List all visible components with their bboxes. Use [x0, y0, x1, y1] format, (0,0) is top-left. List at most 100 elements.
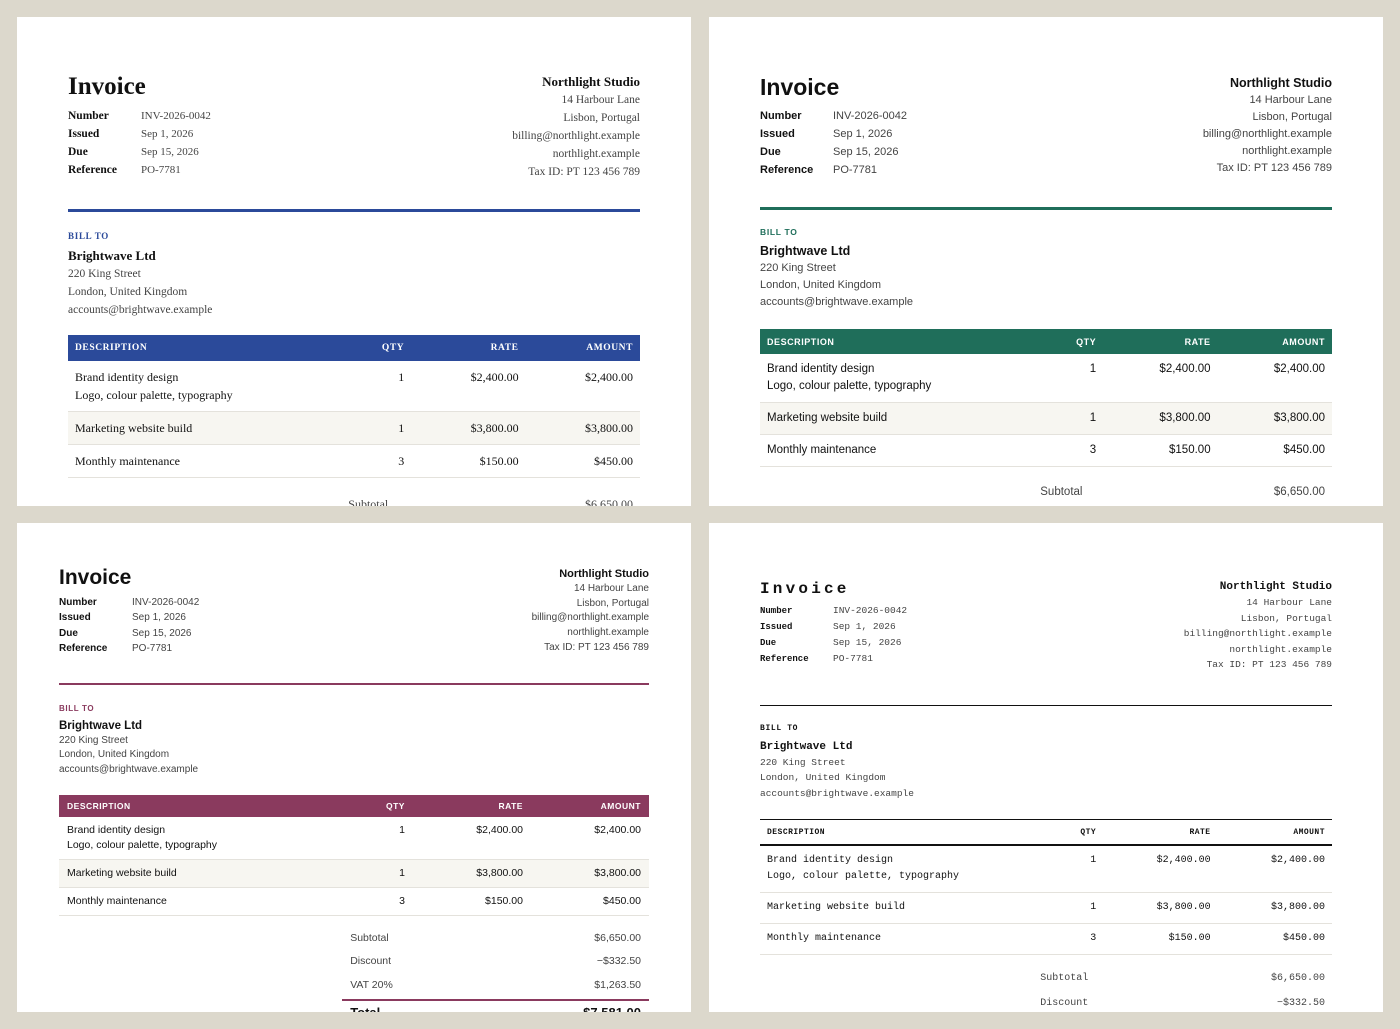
item-detail: Logo, colour palette, typography	[67, 838, 218, 851]
item-name: Brand identity design	[67, 823, 166, 836]
item-rate: $2,400.00	[1103, 354, 1218, 403]
bill-to-name: Brightwave Ltd	[760, 244, 851, 258]
item-description: Marketing website build	[760, 892, 1047, 924]
item-qty: 1	[354, 411, 412, 445]
bill-to-name: Brightwave Ltd	[68, 248, 156, 263]
total-label: Discount	[1040, 505, 1085, 506]
item-row: Marketing website build 1 $3,800.00 $3,800.…	[760, 402, 1332, 435]
item-amount: $450.00	[531, 887, 649, 916]
total-label: Subtotal	[348, 497, 389, 506]
item-rate: $3,800.00	[413, 859, 531, 888]
bill-to-line: accounts@brightwave.example	[760, 296, 914, 308]
items-table: DESCRIPTION QTY RATE AMOUNT Brand identity d…	[760, 329, 1332, 467]
meta: Number INV-2026-0042 Issued Sep 1, 2026 Due S…	[760, 603, 907, 667]
item-amount: $3,800.00	[1217, 402, 1332, 435]
item-name: Brand identity design	[75, 370, 179, 384]
item-description: Monthly maintenance	[760, 923, 1047, 955]
total-value: $6,650.00	[585, 497, 633, 506]
items-table: DESCRIPTION QTY RATE AMOUNT Brand identity d…	[760, 819, 1332, 955]
total-label: Subtotal	[350, 931, 389, 944]
bill-to-line: London, United Kingdom	[59, 749, 170, 761]
column-header: QTY	[354, 335, 412, 361]
bill-to-line: 220 King Street	[760, 756, 846, 768]
items-table: DESCRIPTION QTY RATE AMOUNT Brand identity d…	[68, 335, 640, 478]
bill-to-line: London, United Kingdom	[68, 286, 188, 298]
item-detail: Logo, colour palette, typography	[767, 380, 932, 392]
item-qty: 3	[354, 887, 413, 916]
column-header: DESCRIPTION	[760, 329, 1047, 354]
item-qty: 1	[354, 361, 412, 412]
total-label: Discount	[1040, 997, 1089, 1009]
seller-line: Lisbon, Portugal	[1240, 612, 1332, 624]
invoice-title: Invoice	[760, 74, 840, 100]
meta-label: Number	[760, 110, 802, 122]
item-name: Marketing website build	[67, 866, 177, 879]
item-row: Monthly maintenance 3 $150.00 $450.00	[760, 923, 1332, 955]
item-amount: $3,800.00	[531, 859, 649, 888]
column-header: AMOUNT	[1217, 329, 1332, 354]
bill-to-lines: 220 King Street London, United Kingdom acc…	[59, 734, 649, 778]
item-amount: $2,400.00	[1217, 845, 1332, 893]
column-header: QTY	[1046, 329, 1104, 354]
item-qty: 1	[1046, 845, 1104, 893]
header: Invoice Number INV-2026-0042 Issued Sep 1, 2…	[68, 73, 640, 197]
total-value: $1,263.50	[594, 978, 641, 991]
bill-to-label: BILL TO	[760, 227, 798, 237]
bill-to-line: London, United Kingdom	[760, 772, 886, 783]
meta-value: PO-7781	[132, 642, 173, 654]
total-value: −$332.50	[1276, 997, 1325, 1009]
divider	[760, 207, 1332, 210]
meta-label: Due	[68, 146, 88, 158]
items-table: DESCRIPTION QTY RATE AMOUNT Brand identity d…	[59, 794, 649, 916]
item-amount: $2,400.00	[525, 361, 640, 412]
seller-line: Tax ID: PT 123 456 789	[1206, 659, 1332, 670]
meta-value: Sep 15, 2026	[141, 146, 199, 158]
meta-value: Sep 1, 2026	[141, 128, 194, 140]
table-head: DESCRIPTION QTY RATE AMOUNT	[760, 329, 1332, 354]
total-label: Total	[350, 1001, 380, 1012]
table-head: DESCRIPTION QTY RATE AMOUNT	[59, 794, 649, 817]
meta-value: Sep 1, 2026	[833, 621, 896, 632]
meta-value: INV-2026-0042	[833, 605, 908, 616]
item-description: Brand identity design Logo, colour palett…	[760, 845, 1047, 893]
column-header: AMOUNT	[531, 794, 649, 817]
item-description: Marketing website build	[68, 411, 355, 445]
meta-label: Issued	[68, 128, 100, 140]
item-row: Marketing website build 1 $3,800.00 $3,800.…	[68, 411, 640, 445]
bill-to-line: 220 King Street	[59, 734, 128, 746]
item-row: Marketing website build 1 $3,800.00 $3,800.…	[59, 859, 649, 888]
seller-line: Tax ID: PT 123 456 789	[544, 641, 649, 653]
meta-value: PO-7781	[141, 164, 181, 176]
meta-label: Number	[59, 597, 97, 608]
seller-line: Tax ID: PT 123 456 789	[1216, 162, 1332, 174]
item-qty: 1	[354, 859, 413, 888]
invoice: Invoice Number INV-2026-0042 Issued Sep 1, 2…	[709, 17, 1383, 506]
seller: Northlight Studio 14 Harbour Lane Lisbon, …	[512, 73, 640, 181]
item-name: Monthly maintenance	[767, 444, 877, 456]
bill-to-name: Brightwave Ltd	[59, 719, 143, 732]
meta-value: PO-7781	[833, 653, 873, 664]
item-detail: Logo, colour palette, typography	[767, 871, 960, 882]
meta-label: Issued	[760, 622, 793, 632]
seller: Northlight Studio 14 Harbour Lane Lisbon, …	[1203, 74, 1332, 177]
item-rate: $3,800.00	[411, 411, 526, 445]
total-value: $6,650.00	[594, 931, 641, 944]
divider	[68, 209, 640, 212]
bill-to-line: 220 King Street	[760, 262, 836, 274]
item-qty: 1	[1046, 402, 1104, 435]
meta: Number INV-2026-0042 Issued Sep 1, 2026 Due S…	[68, 107, 211, 179]
meta-value: INV-2026-0042	[141, 110, 211, 122]
bill-to-line: accounts@brightwave.example	[59, 763, 199, 775]
total-value: −$332.50	[596, 955, 641, 968]
item-row: Brand identity design Logo, colour palett…	[760, 845, 1332, 893]
bill-to-line: accounts@brightwave.example	[760, 787, 914, 799]
item-description: Marketing website build	[760, 402, 1047, 435]
seller-line: northlight.example	[567, 627, 649, 639]
total-row: Discount −$332.50	[342, 950, 649, 974]
item-description: Monthly maintenance	[59, 887, 354, 916]
meta-label: Reference	[68, 164, 117, 176]
item-amount: $450.00	[1217, 923, 1332, 955]
